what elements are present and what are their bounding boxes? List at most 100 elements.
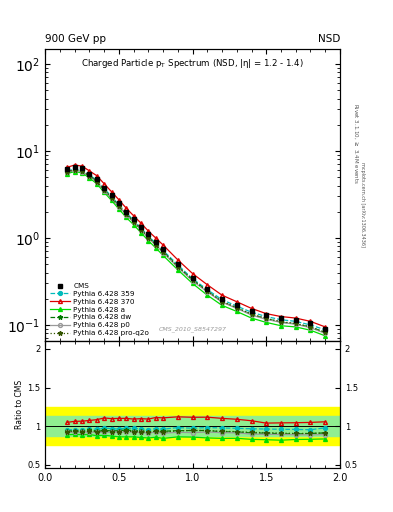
Pythia 6.428 359 — [293, 318, 298, 325]
Y-axis label: Ratio to CMS: Ratio to CMS — [15, 380, 24, 430]
Pythia 6.428 a — [87, 175, 92, 181]
Text: CMS_2010_S8547297: CMS_2010_S8547297 — [158, 327, 227, 332]
CMS — [205, 286, 210, 292]
Pythia 6.428 pro-q2o — [293, 321, 298, 327]
Pythia 6.428 370 — [139, 220, 143, 226]
Pythia 6.428 p0 — [161, 249, 165, 255]
Pythia 6.428 370 — [116, 197, 121, 203]
Line: CMS: CMS — [65, 165, 327, 331]
Line: Pythia 6.428 pro-q2o: Pythia 6.428 pro-q2o — [65, 167, 327, 335]
Pythia 6.428 pro-q2o — [153, 242, 158, 248]
Legend: CMS, Pythia 6.428 359, Pythia 6.428 370, Pythia 6.428 a, Pythia 6.428 dw, Pythia: CMS, Pythia 6.428 359, Pythia 6.428 370,… — [48, 281, 151, 338]
Line: Pythia 6.428 dw: Pythia 6.428 dw — [65, 167, 327, 335]
Pythia 6.428 a — [205, 292, 210, 298]
Pythia 6.428 a — [220, 302, 224, 308]
Pythia 6.428 p0 — [65, 169, 70, 175]
Pythia 6.428 370 — [279, 313, 283, 319]
Pythia 6.428 pro-q2o — [87, 173, 92, 179]
CMS — [249, 308, 254, 314]
Pythia 6.428 p0 — [264, 316, 269, 323]
Pythia 6.428 a — [161, 252, 165, 259]
Pythia 6.428 359 — [176, 262, 180, 268]
Pythia 6.428 370 — [102, 181, 107, 187]
Pythia 6.428 dw — [102, 186, 107, 193]
Pythia 6.428 dw — [293, 321, 298, 327]
Pythia 6.428 p0 — [139, 227, 143, 233]
Pythia 6.428 370 — [161, 242, 165, 248]
Pythia 6.428 p0 — [205, 289, 210, 295]
Pythia 6.428 370 — [323, 324, 328, 330]
Pythia 6.428 359 — [131, 217, 136, 223]
Text: Rivet 3.1.10, $\geq$ 3.4M events: Rivet 3.1.10, $\geq$ 3.4M events — [352, 103, 359, 184]
Pythia 6.428 dw — [153, 242, 158, 248]
Pythia 6.428 dw — [94, 178, 99, 184]
Pythia 6.428 359 — [234, 303, 239, 309]
Pythia 6.428 a — [124, 215, 129, 221]
Pythia 6.428 pro-q2o — [279, 318, 283, 325]
Pythia 6.428 a — [279, 323, 283, 329]
Line: Pythia 6.428 359: Pythia 6.428 359 — [65, 167, 327, 332]
CMS — [161, 246, 165, 252]
Pythia 6.428 359 — [72, 166, 77, 172]
Pythia 6.428 p0 — [102, 187, 107, 194]
Pythia 6.428 p0 — [323, 330, 328, 336]
Pythia 6.428 370 — [293, 315, 298, 321]
CMS — [264, 312, 269, 318]
Pythia 6.428 370 — [205, 282, 210, 288]
Pythia 6.428 dw — [323, 329, 328, 335]
Pythia 6.428 p0 — [94, 179, 99, 185]
Pythia 6.428 370 — [153, 235, 158, 241]
Pythia 6.428 370 — [264, 311, 269, 317]
Bar — [45, 416, 340, 436]
CMS — [124, 209, 129, 215]
Pythia 6.428 pro-q2o — [109, 195, 114, 201]
Line: Pythia 6.428 p0: Pythia 6.428 p0 — [65, 168, 327, 335]
Pythia 6.428 dw — [264, 316, 269, 322]
Pythia 6.428 370 — [220, 292, 224, 298]
Pythia 6.428 p0 — [146, 235, 151, 241]
Pythia 6.428 p0 — [131, 219, 136, 225]
Pythia 6.428 a — [308, 327, 313, 333]
Pythia 6.428 dw — [65, 168, 70, 175]
Pythia 6.428 pro-q2o — [161, 249, 165, 255]
CMS — [220, 296, 224, 302]
Pythia 6.428 370 — [308, 318, 313, 325]
Pythia 6.428 pro-q2o — [176, 264, 180, 270]
Pythia 6.428 359 — [116, 202, 121, 208]
Pythia 6.428 359 — [220, 296, 224, 303]
Pythia 6.428 370 — [176, 257, 180, 263]
Pythia 6.428 pro-q2o — [65, 169, 70, 175]
Pythia 6.428 dw — [109, 195, 114, 201]
CMS — [190, 274, 195, 281]
Pythia 6.428 p0 — [293, 321, 298, 327]
Pythia 6.428 a — [264, 319, 269, 326]
Pythia 6.428 359 — [308, 322, 313, 328]
Pythia 6.428 dw — [234, 305, 239, 311]
Pythia 6.428 pro-q2o — [80, 168, 84, 174]
Pythia 6.428 dw — [116, 203, 121, 209]
Pythia 6.428 pro-q2o — [146, 234, 151, 241]
Pythia 6.428 a — [139, 229, 143, 236]
Pythia 6.428 dw — [308, 324, 313, 330]
Pythia 6.428 370 — [131, 212, 136, 219]
CMS — [94, 176, 99, 182]
Pythia 6.428 dw — [279, 319, 283, 325]
Pythia 6.428 dw — [146, 234, 151, 240]
CMS — [139, 224, 143, 230]
Pythia 6.428 359 — [264, 313, 269, 319]
Pythia 6.428 pro-q2o — [94, 179, 99, 185]
Pythia 6.428 pro-q2o — [323, 329, 328, 335]
CMS — [176, 261, 180, 267]
Pythia 6.428 dw — [139, 226, 143, 232]
Pythia 6.428 p0 — [109, 195, 114, 201]
CMS — [279, 315, 283, 321]
Pythia 6.428 p0 — [124, 211, 129, 218]
Pythia 6.428 a — [131, 222, 136, 228]
CMS — [153, 239, 158, 245]
Pythia 6.428 dw — [131, 218, 136, 224]
Pythia 6.428 370 — [72, 162, 77, 168]
Pythia 6.428 pro-q2o — [131, 219, 136, 225]
Pythia 6.428 a — [249, 315, 254, 321]
Pythia 6.428 370 — [80, 163, 84, 169]
Pythia 6.428 359 — [80, 167, 84, 174]
